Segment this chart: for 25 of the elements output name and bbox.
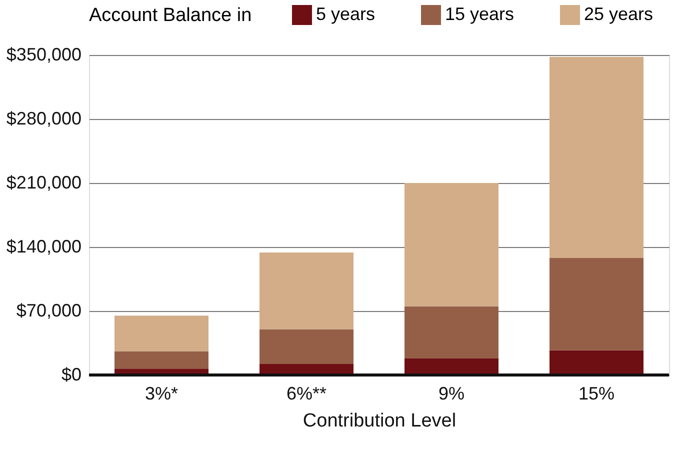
legend-label: 5 years	[316, 4, 376, 24]
x-axis-title: Contribution Level	[302, 410, 456, 432]
bar	[404, 358, 498, 375]
x-tick-label: 15%	[578, 384, 615, 404]
legend-title: Account Balance in	[89, 5, 252, 26]
y-tick-label: $210,000	[6, 172, 82, 192]
x-tick-label: 6%**	[286, 384, 327, 404]
y-tick-label: $280,000	[6, 108, 82, 128]
y-tick-label: $70,000	[16, 300, 82, 320]
legend-label: 25 years	[584, 4, 654, 24]
bar	[260, 252, 354, 330]
bar	[404, 183, 498, 306]
bar	[260, 329, 354, 364]
y-tick-label: $0	[61, 364, 82, 384]
bar	[550, 258, 644, 350]
bar	[550, 56, 644, 258]
x-tick-label: 3%*	[144, 384, 178, 404]
y-tick-label: $350,000	[6, 44, 82, 64]
bar	[114, 351, 208, 369]
x-tick-label: 9%	[438, 384, 465, 404]
y-tick-label: $140,000	[6, 236, 82, 256]
bar	[404, 306, 498, 359]
bar	[550, 350, 644, 375]
bar	[114, 316, 208, 352]
legend-label: 15 years	[445, 4, 514, 24]
